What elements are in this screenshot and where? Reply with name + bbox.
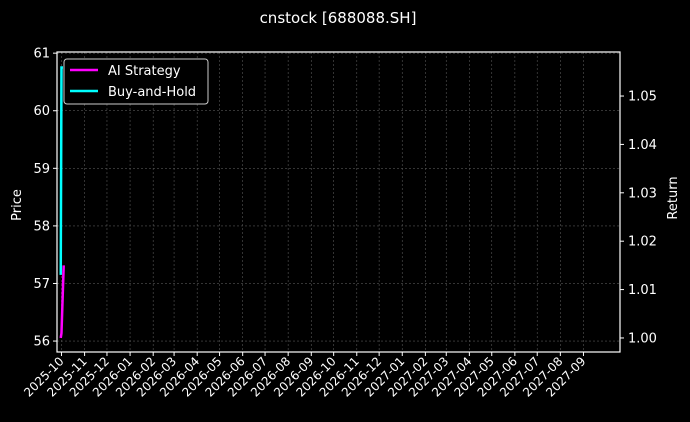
y-left-tick-label: 58 — [33, 219, 50, 234]
y-axis-left-label: Price — [10, 189, 25, 221]
series-line-buy-and-hold — [59, 66, 63, 275]
y-axis-right-label: Return — [666, 176, 681, 219]
y-left-tick-label: 60 — [33, 104, 50, 119]
legend-label-ai-strategy: AI Strategy — [108, 64, 181, 79]
y-left-tick-label: 59 — [33, 162, 50, 177]
y-left-tick-label: 57 — [33, 277, 50, 292]
y-right-tick-label: 1.02 — [628, 235, 657, 250]
y-right-tick-label: 1.03 — [628, 186, 657, 201]
plot-frame — [56, 51, 621, 353]
series-line-ai-strategy — [59, 265, 65, 339]
y-left-tick-label: 56 — [33, 335, 50, 350]
y-right-tick-label: 1.04 — [628, 138, 657, 153]
y-right-tick-label: 1.05 — [628, 90, 657, 105]
y-right-tick-label: 1.01 — [628, 283, 657, 298]
chart-title: cnstock [688088.SH] — [260, 9, 417, 27]
legend: AI Strategy Buy-and-Hold — [63, 58, 209, 105]
legend-label-buy-and-hold: Buy-and-Hold — [108, 85, 196, 100]
y-right-tick-label: 1.00 — [628, 331, 657, 346]
y-left-tick-label: 61 — [33, 47, 50, 62]
legend-box — [63, 58, 209, 105]
